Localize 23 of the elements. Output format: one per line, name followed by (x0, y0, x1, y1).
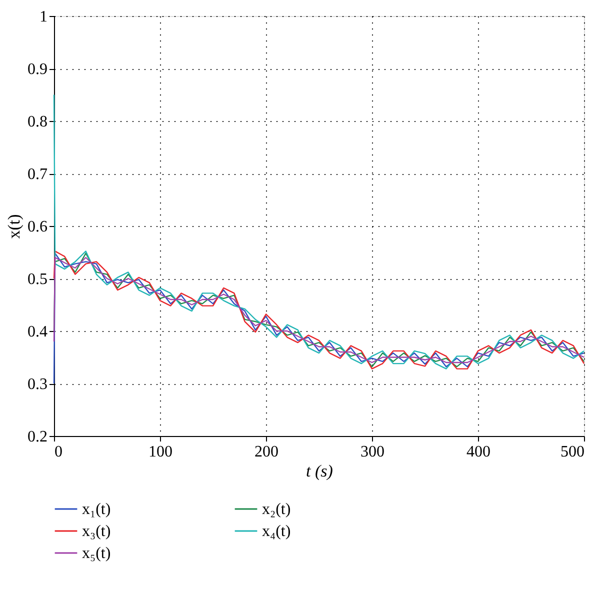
x-tick-label: 400 (466, 444, 490, 460)
y-tick-label: 0.6 (28, 218, 48, 236)
x-tick-label: 200 (254, 444, 278, 460)
x-tick-label: 0 (54, 444, 62, 460)
y-tick-label: 0.7 (28, 166, 48, 183)
x-tick-label: 100 (148, 444, 172, 460)
y-tick-label: 0.3 (28, 376, 48, 393)
y-tick-label: 0.8 (28, 114, 48, 130)
x-tick-label: 300 (360, 444, 384, 460)
x-tick-label: 500 (560, 444, 584, 460)
y-tick-label: 0.4 (28, 324, 48, 340)
x-axis-title: t (s) (306, 462, 334, 480)
legend-label: x₅(t) (82, 545, 111, 562)
legend-label: x₃(t) (82, 523, 111, 540)
y-axis-title: x(t) (4, 214, 24, 239)
y-tick-label: 0.9 (28, 61, 48, 78)
legend-label: x₁(t) (82, 501, 111, 518)
line-series (53, 94, 585, 370)
legend-label: x₄(t) (262, 523, 291, 540)
y-tick-label: 0.2 (28, 428, 48, 446)
y-tick-label: 0.5 (28, 271, 48, 288)
legend-label: x₂(t) (262, 501, 291, 518)
y-tick-label: 1 (40, 8, 48, 26)
